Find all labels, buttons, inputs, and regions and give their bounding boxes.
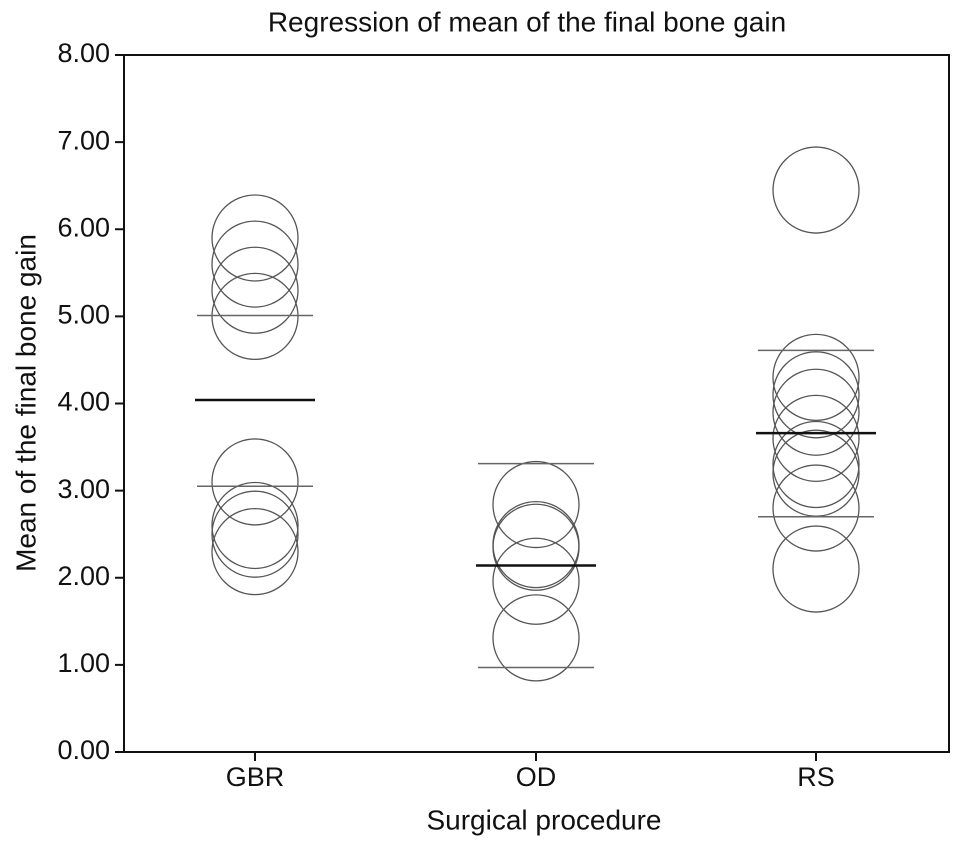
x-tick-label: OD <box>516 762 557 792</box>
data-point <box>211 272 299 361</box>
y-tick-label: 8.00 <box>57 38 110 68</box>
x-tick-label: RS <box>797 762 835 792</box>
x-tick-label: GBR <box>226 762 285 792</box>
plot-frame <box>123 54 950 753</box>
data-point <box>492 500 580 589</box>
data-point <box>211 481 299 570</box>
y-tick-label: 0.00 <box>57 735 110 765</box>
data-point <box>772 429 860 517</box>
y-tick-label: 6.00 <box>57 212 110 242</box>
y-tick-label: 5.00 <box>57 300 110 330</box>
chart-title: Regression of mean of the final bone gai… <box>268 6 786 37</box>
data-point <box>211 246 299 334</box>
data-point <box>772 525 860 613</box>
y-axis-label: Mean of the final bone gain <box>10 234 41 572</box>
data-point <box>492 537 580 625</box>
data-point <box>492 460 580 549</box>
data-point <box>211 507 299 596</box>
data-point <box>211 220 299 308</box>
data-point <box>492 594 580 682</box>
data-point <box>492 503 580 591</box>
y-tick-label: 3.00 <box>57 474 110 504</box>
data-point <box>211 438 299 526</box>
data-point <box>772 464 860 552</box>
y-tick-label: 4.00 <box>57 387 110 417</box>
y-tick-label: 7.00 <box>57 125 110 155</box>
data-point <box>772 394 860 483</box>
y-tick-label: 1.00 <box>57 648 110 678</box>
data-point <box>772 146 860 234</box>
data-point <box>772 420 860 509</box>
data-point <box>211 490 299 578</box>
x-axis-label: Surgical procedure <box>426 804 661 835</box>
data-point <box>772 351 860 439</box>
data-point <box>211 194 299 282</box>
data-point <box>772 333 860 422</box>
y-tick-label: 2.00 <box>57 561 110 591</box>
data-point <box>772 368 860 456</box>
